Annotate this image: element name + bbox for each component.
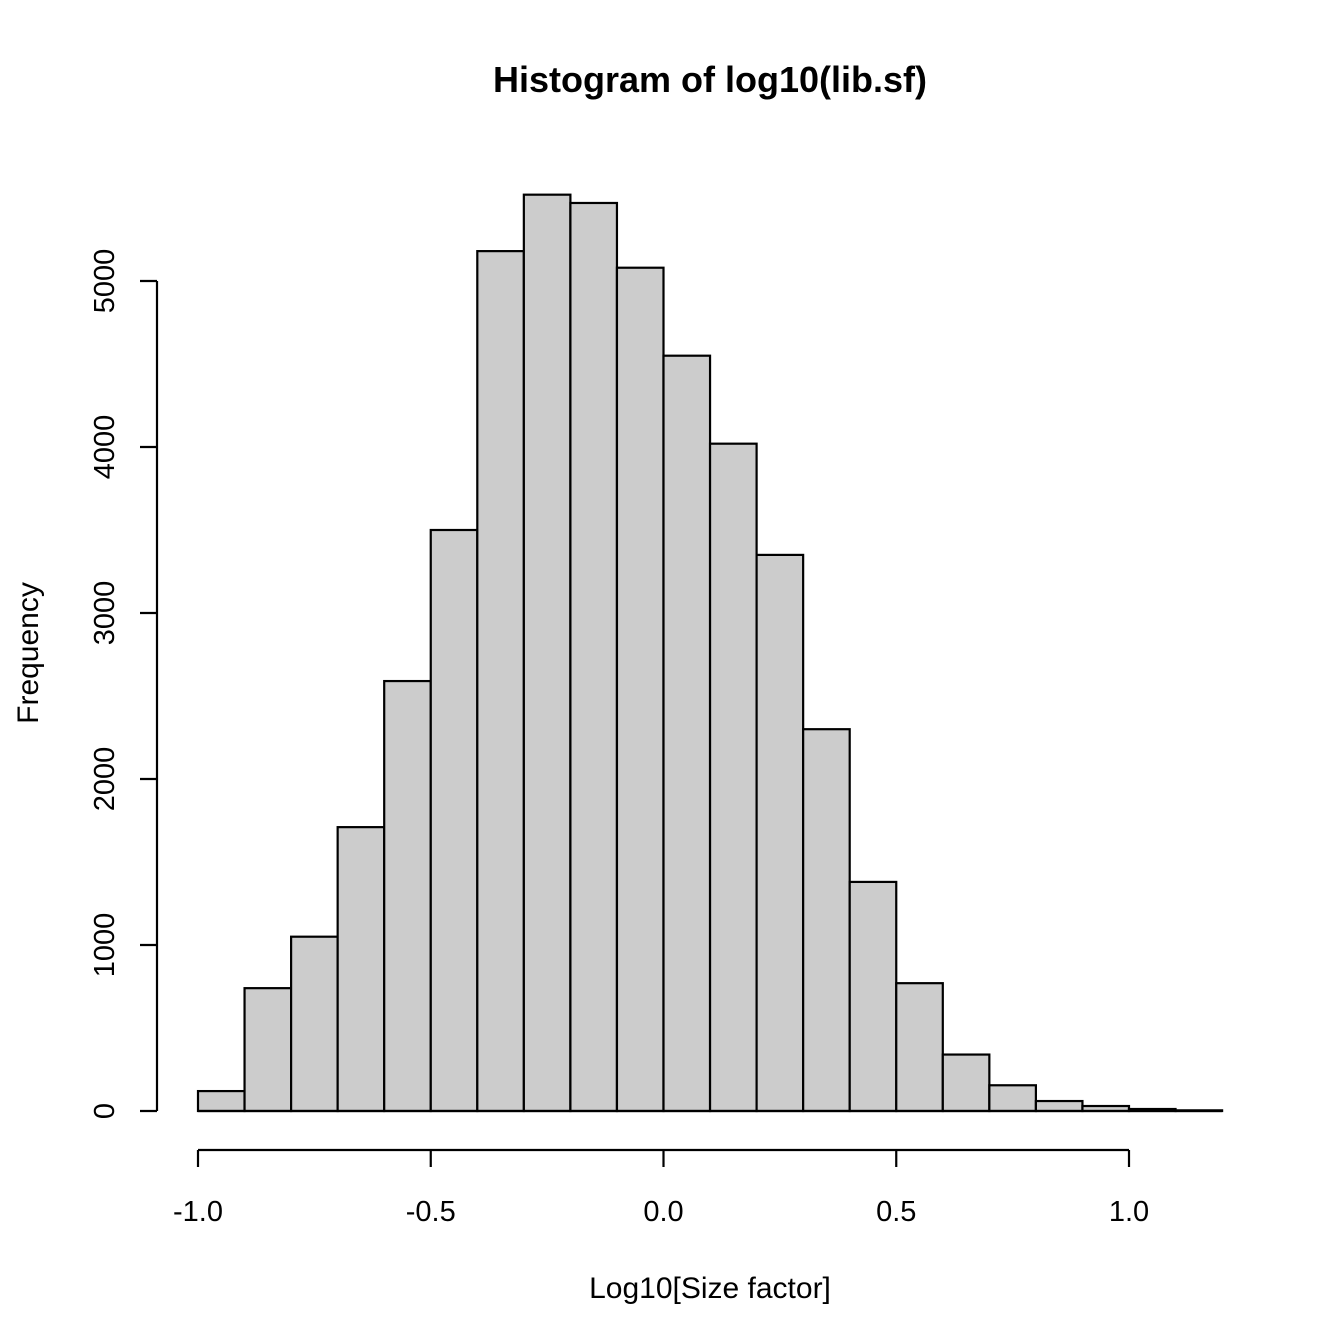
histogram-bar	[662, 354, 712, 1113]
histogram-bar	[848, 880, 898, 1113]
y-tick-label: 0	[89, 1103, 121, 1119]
histogram-bar	[569, 201, 619, 1113]
histogram-bar	[755, 553, 805, 1113]
histogram-bar	[290, 935, 339, 1113]
histogram-bar	[243, 987, 293, 1113]
histogram-bar	[429, 528, 479, 1113]
y-tick-label: 1000	[89, 913, 121, 978]
histogram-bar	[336, 826, 386, 1113]
x-tick-label: -0.5	[406, 1196, 456, 1228]
histogram-bar	[941, 1053, 991, 1113]
y-axis-label: Frequency	[12, 582, 45, 724]
y-tick-label: 2000	[89, 747, 121, 812]
y-tick-label: 5000	[89, 249, 121, 314]
histogram-bar	[1034, 1099, 1084, 1113]
histogram-bar	[476, 250, 525, 1113]
x-axis-label: Log10[Size factor]	[589, 1272, 831, 1305]
x-axis: -1.0 -0.5 0.0 0.5 1.0	[173, 1148, 1149, 1228]
x-tick-label: 0.0	[643, 1196, 683, 1228]
histogram-bar	[988, 1084, 1037, 1113]
x-tick-label: 1.0	[1109, 1196, 1149, 1228]
histogram-bar	[895, 982, 944, 1113]
y-tick-label: 4000	[89, 415, 121, 480]
histogram-bar	[615, 266, 665, 1113]
x-tick-label: 0.5	[876, 1196, 916, 1228]
histogram-bar	[708, 442, 758, 1113]
histogram-bar	[802, 728, 851, 1113]
y-tick-label: 3000	[89, 581, 121, 646]
chart-title: Histogram of log10(lib.sf)	[493, 59, 927, 100]
histogram-bar	[522, 193, 572, 1113]
histogram-bars	[196, 193, 1224, 1113]
x-tick-label: -1.0	[173, 1196, 223, 1228]
y-axis: 0 1000 2000 3000 4000 5000	[89, 249, 159, 1119]
histogram-bar	[196, 1089, 246, 1113]
histogram-bar	[383, 679, 432, 1113]
